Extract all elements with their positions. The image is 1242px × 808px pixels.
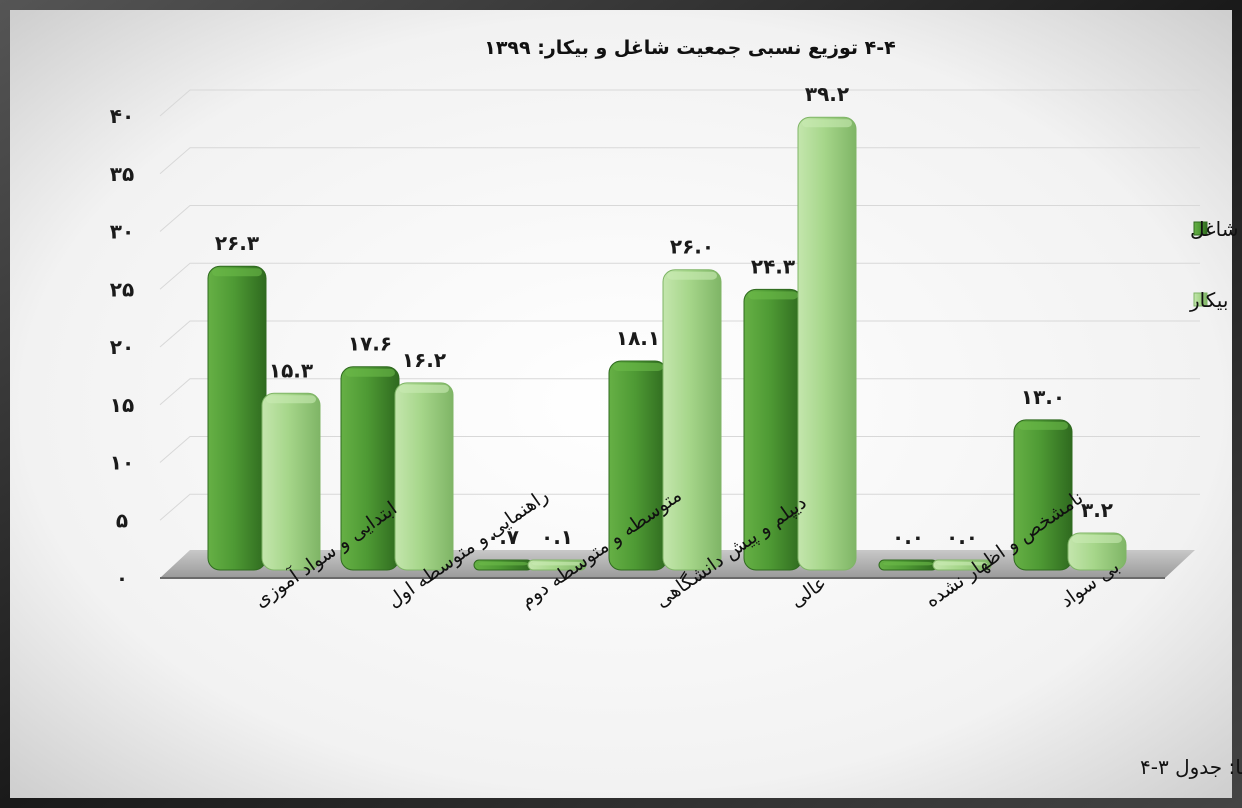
data-label-unemployed: ۳۹.۲ [805, 82, 849, 106]
bar-unemployed [1067, 532, 1127, 571]
data-label-employed: ۲۴.۳ [751, 254, 795, 278]
y-tick-label: ۵ [116, 508, 128, 532]
y-tick-label: ۲۵ [110, 277, 134, 301]
gridline [159, 147, 1200, 175]
y-tick-label: ۰ [116, 566, 128, 590]
source-note: مبنا: جدول ۳-۴ [1140, 755, 1242, 779]
data-label-unemployed: ۳.۲ [1081, 498, 1113, 522]
chart-title: ۴-۴ توزیع نسبی جمعیت شاغل و بیکار: ۱۳۹۹ [484, 37, 896, 59]
bar-unemployed [662, 269, 722, 571]
bar-unemployed [394, 382, 454, 571]
bar-unemployed [932, 559, 992, 571]
y-tick-label: ۱۵ [110, 393, 134, 417]
bar-employed [207, 265, 267, 571]
bar-employed [743, 288, 803, 571]
data-label-employed: ۱۳.۰ [1021, 385, 1065, 409]
data-label-unemployed: ۱۶.۲ [402, 348, 446, 372]
gridline [159, 378, 1200, 406]
y-tick-label: ۱۰ [110, 451, 134, 475]
y-tick-label: ۳۰ [110, 220, 134, 244]
legend-label-unemployed: بیکار [1189, 288, 1228, 312]
y-tick-label: ۳۵ [110, 162, 134, 186]
data-label-unemployed: ۱۵.۳ [269, 358, 313, 382]
bar-employed [878, 559, 938, 571]
gridline [159, 320, 1200, 348]
data-label-employed: ۲۶.۳ [215, 231, 259, 255]
bar-employed [608, 360, 668, 571]
bar-unemployed [527, 559, 587, 571]
data-label-unemployed: ۰.۰ [946, 525, 978, 549]
legend-label-employed: شاغل [1190, 217, 1238, 241]
data-label-employed: ۱۸.۱ [616, 326, 660, 350]
gridline [159, 205, 1200, 232]
legend-swatch-unemployed [1193, 292, 1208, 307]
data-label-employed: ۱۷.۶ [348, 332, 392, 356]
data-label-unemployed: ۰.۱ [541, 525, 573, 549]
y-tick-label: ۴۰ [110, 104, 134, 128]
bar-unemployed [261, 392, 321, 571]
gridline [159, 89, 1200, 117]
data-label-unemployed: ۲۶.۰ [670, 235, 714, 259]
gridline [159, 436, 1200, 463]
bar-unemployed [797, 116, 857, 571]
data-label-employed: ۰.۷ [487, 525, 519, 549]
gridline [159, 262, 1200, 290]
legend: شاغل بیکار [1189, 217, 1238, 312]
legend-swatch-employed [1193, 221, 1208, 236]
gridline [159, 493, 1200, 521]
bar-employed [1013, 419, 1073, 571]
y-tick-label: ۲۰ [110, 335, 134, 359]
bar-employed [473, 559, 533, 571]
data-label-employed: ۰.۰ [892, 525, 924, 549]
